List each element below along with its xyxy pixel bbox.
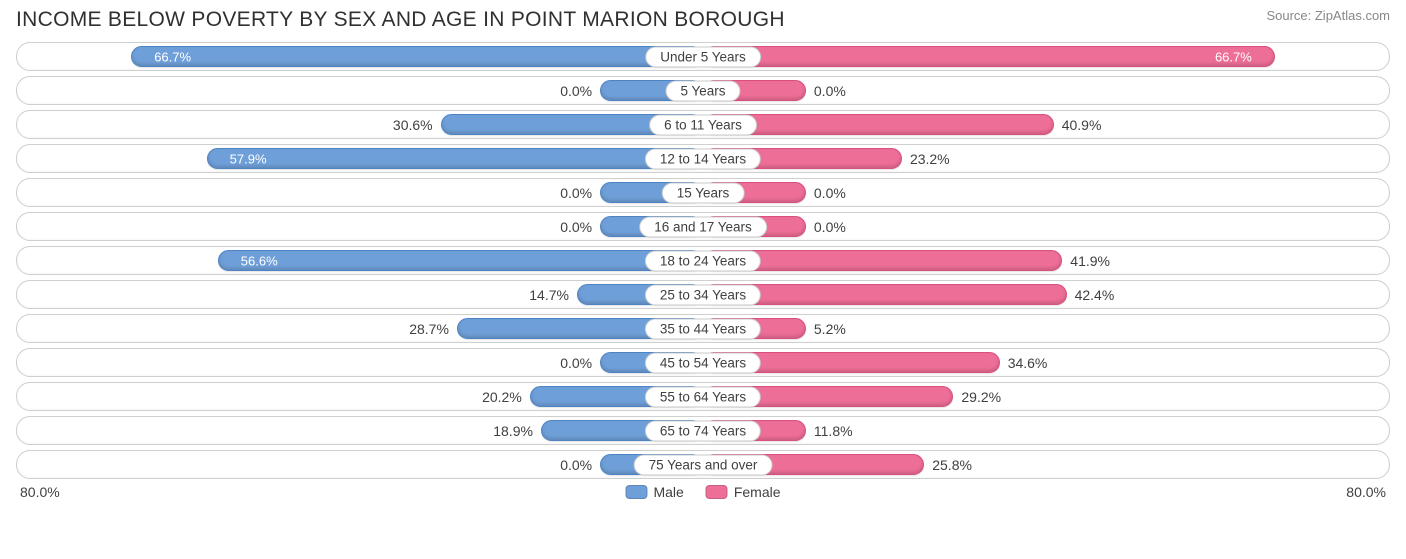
- male-value-label: 14.7%: [529, 287, 569, 303]
- male-value-label: 0.0%: [560, 185, 592, 201]
- category-label: 75 Years and over: [634, 454, 773, 475]
- male-bar: [207, 148, 703, 169]
- axis-max-left: 80.0%: [20, 484, 60, 500]
- legend-item-female: Female: [706, 484, 781, 500]
- male-value-label: 30.6%: [393, 117, 433, 133]
- data-row: 20.2% 29.2% 55 to 64 Years: [16, 382, 1390, 411]
- chart-area: 66.7% 66.7% Under 5 Years 0.0% 0.0% 5 Years 30…: [0, 36, 1406, 506]
- chart-title: INCOME BELOW POVERTY BY SEX AND AGE IN P…: [16, 8, 785, 32]
- male-value-label: 57.9%: [230, 151, 267, 166]
- data-row: 0.0% 25.8% 75 Years and over: [16, 450, 1390, 479]
- category-label: 65 to 74 Years: [645, 420, 761, 441]
- category-label: 35 to 44 Years: [645, 318, 761, 339]
- category-label: 6 to 11 Years: [649, 114, 757, 135]
- female-value-label: 66.7%: [1215, 49, 1252, 64]
- data-row: 0.0% 34.6% 45 to 54 Years: [16, 348, 1390, 377]
- female-value-label: 23.2%: [910, 151, 950, 167]
- male-value-label: 18.9%: [493, 423, 533, 439]
- data-row: 0.0% 0.0% 15 Years: [16, 178, 1390, 207]
- female-value-label: 40.9%: [1062, 117, 1102, 133]
- category-label: 12 to 14 Years: [645, 148, 761, 169]
- category-label: 5 Years: [665, 80, 740, 101]
- category-label: 55 to 64 Years: [645, 386, 761, 407]
- female-value-label: 0.0%: [814, 185, 846, 201]
- female-value-label: 11.8%: [814, 423, 853, 439]
- male-value-label: 56.6%: [241, 253, 278, 268]
- data-row: 66.7% 66.7% Under 5 Years: [16, 42, 1390, 71]
- data-row: 56.6% 41.9% 18 to 24 Years: [16, 246, 1390, 275]
- female-value-label: 41.9%: [1070, 253, 1110, 269]
- legend-label-female: Female: [734, 484, 781, 500]
- legend-swatch-male: [625, 485, 647, 499]
- data-row: 0.0% 0.0% 16 and 17 Years: [16, 212, 1390, 241]
- data-row: 0.0% 0.0% 5 Years: [16, 76, 1390, 105]
- female-value-label: 29.2%: [961, 389, 1001, 405]
- male-value-label: 20.2%: [482, 389, 522, 405]
- category-label: Under 5 Years: [645, 46, 761, 67]
- male-value-label: 0.0%: [560, 219, 592, 235]
- category-label: 25 to 34 Years: [645, 284, 761, 305]
- male-value-label: 0.0%: [560, 457, 592, 473]
- axis-row: 80.0% 80.0% Male Female: [16, 484, 1390, 506]
- legend-item-male: Male: [625, 484, 683, 500]
- category-label: 45 to 54 Years: [645, 352, 761, 373]
- data-row: 14.7% 42.4% 25 to 34 Years: [16, 280, 1390, 309]
- axis-max-right: 80.0%: [1346, 484, 1386, 500]
- female-value-label: 5.2%: [814, 321, 846, 337]
- male-value-label: 0.0%: [560, 355, 592, 371]
- category-label: 18 to 24 Years: [645, 250, 761, 271]
- source-attribution: Source: ZipAtlas.com: [1266, 8, 1390, 23]
- female-value-label: 0.0%: [814, 219, 846, 235]
- legend-swatch-female: [706, 485, 728, 499]
- data-row: 18.9% 11.8% 65 to 74 Years: [16, 416, 1390, 445]
- male-value-label: 28.7%: [409, 321, 449, 337]
- data-row: 30.6% 40.9% 6 to 11 Years: [16, 110, 1390, 139]
- category-label: 16 and 17 Years: [639, 216, 767, 237]
- female-value-label: 42.4%: [1075, 287, 1115, 303]
- header: INCOME BELOW POVERTY BY SEX AND AGE IN P…: [0, 0, 1406, 36]
- male-value-label: 0.0%: [560, 83, 592, 99]
- category-label: 15 Years: [662, 182, 745, 203]
- male-bar: [131, 46, 703, 67]
- female-value-label: 0.0%: [814, 83, 846, 99]
- female-value-label: 25.8%: [932, 457, 972, 473]
- male-bar: [218, 250, 703, 271]
- legend: Male Female: [625, 484, 780, 500]
- male-value-label: 66.7%: [154, 49, 191, 64]
- data-row: 28.7% 5.2% 35 to 44 Years: [16, 314, 1390, 343]
- legend-label-male: Male: [653, 484, 683, 500]
- data-row: 57.9% 23.2% 12 to 14 Years: [16, 144, 1390, 173]
- female-bar: [703, 46, 1275, 67]
- female-value-label: 34.6%: [1008, 355, 1048, 371]
